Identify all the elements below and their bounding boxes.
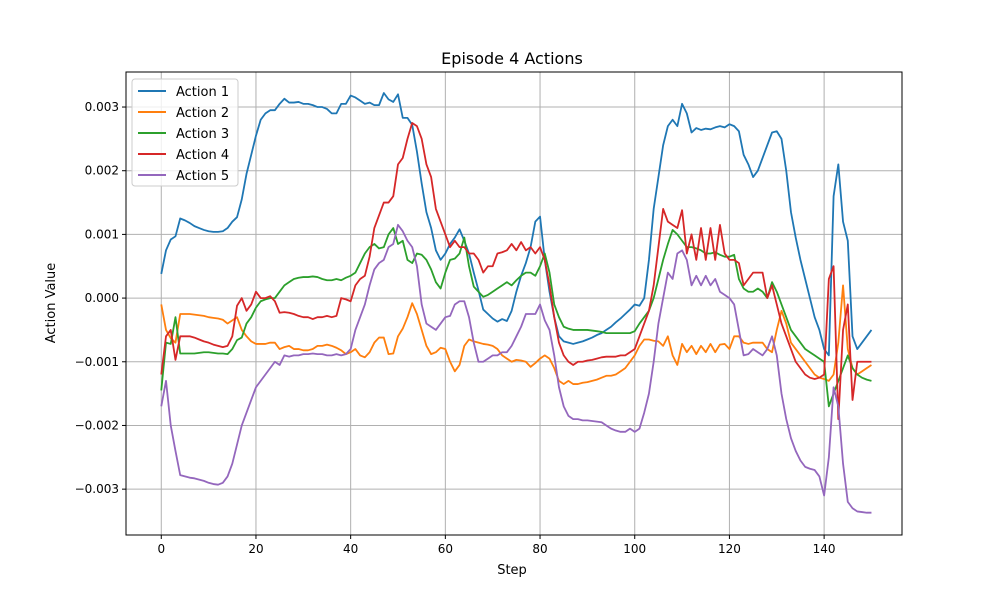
series-line-action-3 bbox=[160, 227, 872, 408]
x-tick-label: 40 bbox=[343, 542, 358, 556]
legend-box bbox=[131, 78, 239, 187]
x-tick-label: 100 bbox=[623, 542, 646, 556]
legend-label-action-3: Action 3 bbox=[176, 127, 229, 142]
y-tick-label: −0.001 bbox=[75, 355, 119, 369]
y-tick-label: 0.000 bbox=[85, 291, 119, 305]
y-tick-label: 0.001 bbox=[85, 227, 119, 241]
series-line-action-4 bbox=[160, 122, 872, 420]
legend: Action 1 Action 2 Action 3 Action 4 Action 5 bbox=[131, 78, 239, 187]
x-tick-label: 80 bbox=[532, 542, 547, 556]
x-axis-ticks: 0 20 40 60 80 100 120 140 bbox=[157, 535, 836, 556]
y-tick-label: 0.003 bbox=[85, 100, 119, 114]
series-line-action-5 bbox=[160, 223, 872, 514]
y-axis-label: Action Value bbox=[44, 263, 59, 344]
legend-label-action-5: Action 5 bbox=[176, 169, 229, 184]
legend-label-action-4: Action 4 bbox=[176, 148, 229, 163]
x-tick-label: 140 bbox=[813, 542, 836, 556]
x-tick-label: 20 bbox=[248, 542, 263, 556]
series-lines bbox=[160, 92, 873, 514]
plot-area-frame bbox=[125, 71, 903, 536]
y-axis-ticks: −0.003 −0.002 −0.001 0.000 0.001 0.002 0.003 bbox=[75, 100, 126, 496]
x-tick-label: 60 bbox=[438, 542, 453, 556]
y-tick-label: −0.002 bbox=[75, 418, 119, 432]
x-axis-label: Step bbox=[497, 563, 527, 578]
legend-label-action-2: Action 2 bbox=[176, 106, 229, 121]
y-tick-label: −0.003 bbox=[75, 482, 119, 496]
x-tick-label: 120 bbox=[718, 542, 741, 556]
series-line-action-1 bbox=[160, 92, 873, 357]
x-tick-label: 0 bbox=[157, 542, 165, 556]
legend-label-action-1: Action 1 bbox=[176, 85, 229, 100]
chart-title: Episode 4 Actions bbox=[441, 49, 583, 68]
series-line-action-2 bbox=[160, 284, 872, 385]
y-tick-label: 0.002 bbox=[85, 164, 119, 178]
